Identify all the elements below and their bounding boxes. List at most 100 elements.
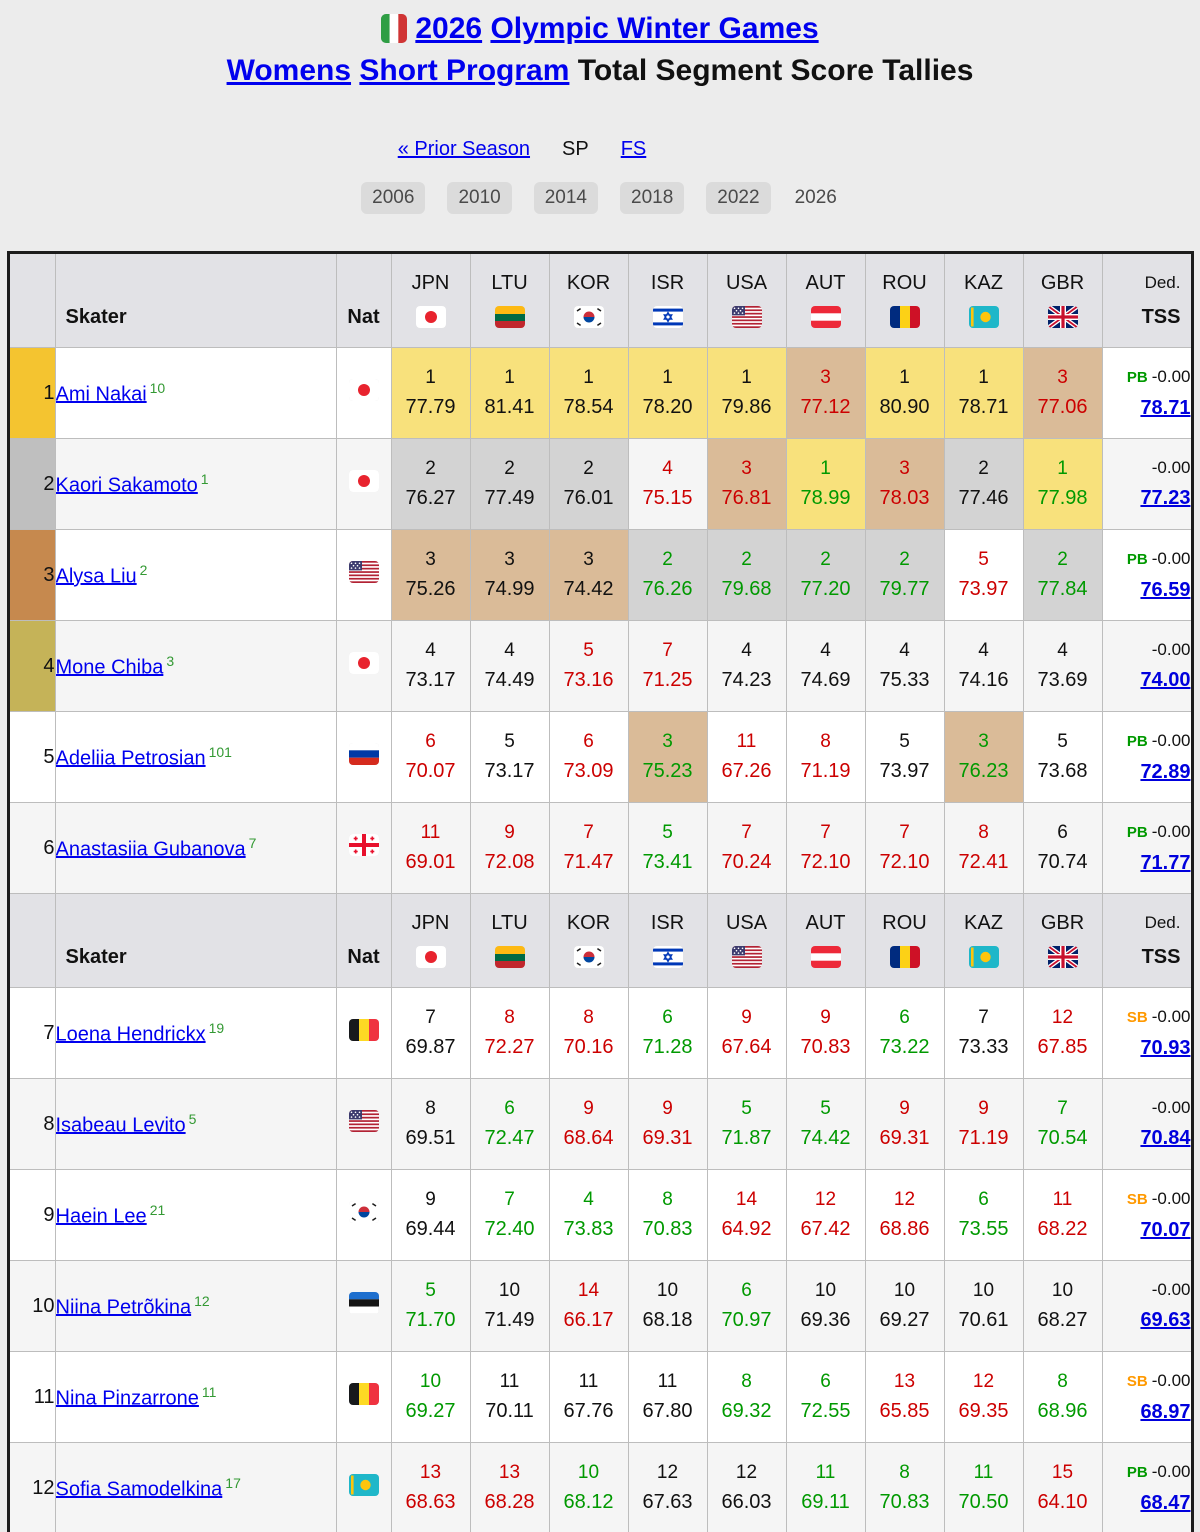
tss-link[interactable]: 70.84 — [1140, 1127, 1191, 1149]
judge-code: ISR — [650, 272, 685, 294]
score-rank: 13 — [498, 1462, 521, 1483]
score-rank: 7 — [583, 822, 594, 843]
header-ded-inner: Ded. TSS — [1103, 272, 1191, 329]
tss-link[interactable]: 74.00 — [1140, 669, 1191, 691]
judge-code: LTU — [491, 272, 528, 294]
header-skater-label: Skater — [65, 946, 127, 968]
skater-link[interactable]: Adeliia Petrosian — [55, 747, 206, 770]
score-cell-gbr: 6 70.74 — [1022, 802, 1103, 894]
deduction-tag: PB — [1126, 550, 1148, 568]
title-link-games[interactable]: Olympic Winter Games — [490, 12, 819, 45]
ded-tss-cell: SB -0.00 70.93 — [1101, 987, 1193, 1079]
title-link-short-program[interactable]: Short Program — [359, 54, 570, 87]
score-value: 77.98 — [1037, 487, 1088, 509]
skater-link[interactable]: Mone Chiba — [55, 656, 164, 679]
tss-link[interactable]: 68.97 — [1140, 1400, 1191, 1423]
header-judge-cell-rou: ROU — [864, 893, 945, 988]
deduction-tag: PB — [1126, 823, 1148, 841]
score-value: 79.86 — [721, 396, 772, 418]
tss-link[interactable]: 68.47 — [1140, 1491, 1191, 1514]
tss-link[interactable]: 77.23 — [1140, 487, 1191, 509]
skater-link[interactable]: Nina Pinzarrone — [55, 1387, 199, 1410]
judge-code: JPN — [411, 272, 450, 294]
skater-link[interactable]: Alysa Liu — [55, 565, 137, 588]
title-link-womens[interactable]: Womens — [226, 54, 352, 87]
score-cell-rou: 7 72.10 — [864, 802, 945, 894]
judge-code: AUT — [805, 272, 846, 294]
title-text: Total Segment Score Tallies — [577, 54, 974, 87]
judge-code: USA — [725, 272, 768, 294]
skater-link[interactable]: Haein Lee — [55, 1205, 147, 1228]
score-value: 72.47 — [484, 1127, 535, 1149]
score-value: 73.16 — [563, 669, 614, 691]
skater-superscript: 1 — [200, 470, 209, 487]
nat-flag-jpn-icon — [348, 470, 379, 492]
score-rank: 4 — [899, 640, 910, 661]
judge-inner: LTU — [471, 912, 548, 969]
nat-flag-kor-icon — [348, 1201, 379, 1223]
score-cell-gbr: 11 68.22 — [1022, 1169, 1103, 1261]
judge-inner: AUT — [787, 912, 864, 969]
tss-link[interactable]: 71.77 — [1140, 851, 1191, 874]
score-rank: 1 — [504, 367, 515, 388]
tss-link[interactable]: 76.59 — [1140, 578, 1191, 601]
score-value: 68.28 — [484, 1491, 535, 1513]
ded-tss-cell: -0.00 74.00 — [1101, 620, 1193, 712]
score-value: 68.18 — [642, 1309, 693, 1331]
nat-cell — [335, 1442, 392, 1532]
score-cell-gbr: 10 68.27 — [1022, 1260, 1103, 1352]
score-cell-aut: 11 69.11 — [785, 1442, 866, 1532]
score-cell-jpn: 4 73.17 — [390, 620, 471, 712]
header-ded-label: Ded. — [1144, 913, 1181, 932]
tss-link[interactable]: 70.07 — [1140, 1218, 1191, 1241]
skater-link[interactable]: Ami Nakai — [55, 383, 147, 406]
fs-link[interactable]: FS — [620, 138, 647, 160]
score-value: 73.83 — [563, 1218, 614, 1240]
skater-link[interactable]: Loena Hendrickx — [55, 1023, 206, 1046]
score-value: 81.41 — [484, 396, 535, 418]
tss-link[interactable]: 78.71 — [1140, 396, 1191, 419]
score-rank: 8 — [820, 731, 831, 752]
tss-link[interactable]: 72.89 — [1140, 760, 1191, 783]
skater-link[interactable]: Niina Petrõkina — [55, 1296, 192, 1319]
skater-link[interactable]: Isabeau Levito — [55, 1114, 186, 1137]
score-value: 73.69 — [1037, 669, 1088, 691]
year-button-2010[interactable]: 2010 — [447, 182, 512, 214]
judge-flag-gbr-icon — [1047, 946, 1078, 968]
deduction-value: -0.00 — [1151, 366, 1191, 386]
score-cell-aut: 1 78.99 — [785, 438, 866, 530]
ded-tss-cell: PB -0.00 68.47 — [1101, 1442, 1193, 1532]
score-cell-jpn: 2 76.27 — [390, 438, 471, 530]
year-button-2022[interactable]: 2022 — [706, 182, 771, 214]
score-cell-rou: 2 79.77 — [864, 529, 945, 621]
skater-cell: Sofia Samodelkina 17 — [54, 1442, 337, 1532]
judge-flag-usa-icon — [731, 306, 762, 328]
skater-link[interactable]: Anastasiia Gubanova — [55, 838, 246, 861]
score-rank: 12 — [893, 1189, 916, 1210]
prior-season-link[interactable]: « Prior Season — [397, 138, 531, 160]
year-button-2014[interactable]: 2014 — [533, 182, 598, 214]
skater-link[interactable]: Sofia Samodelkina — [55, 1478, 223, 1501]
tss-link[interactable]: 69.63 — [1140, 1309, 1191, 1331]
score-rank: 7 — [425, 1007, 436, 1028]
score-value: 72.10 — [879, 851, 930, 873]
judge-inner: GBR — [1024, 272, 1101, 329]
nat-flag-bel-icon — [348, 1383, 379, 1405]
score-value: 71.70 — [405, 1309, 456, 1331]
deduction-tag: SB — [1126, 1008, 1148, 1026]
skater-link[interactable]: Kaori Sakamoto — [55, 474, 198, 497]
year-button-2018[interactable]: 2018 — [620, 182, 685, 214]
score-value: 69.44 — [405, 1218, 456, 1240]
title-link-year[interactable]: 2026 — [415, 12, 483, 45]
score-cell-usa: 9 67.64 — [706, 987, 787, 1079]
year-button-2006[interactable]: 2006 — [361, 182, 426, 214]
score-cell-kaz: 12 69.35 — [943, 1351, 1024, 1443]
header-ded-tss-cell: Ded. TSS — [1101, 893, 1193, 988]
tss-link[interactable]: 70.93 — [1140, 1036, 1191, 1059]
score-cell-gbr: 15 64.10 — [1022, 1442, 1103, 1532]
table-row: 8 Isabeau Levito 5 8 69.51 6 72.47 9 68.64 9 69.31… — [7, 1078, 1193, 1170]
score-rank: 5 — [820, 1098, 831, 1119]
judge-flag-aut-icon — [810, 306, 841, 328]
score-rank: 5 — [978, 549, 989, 570]
judge-inner: ISR — [629, 912, 706, 969]
